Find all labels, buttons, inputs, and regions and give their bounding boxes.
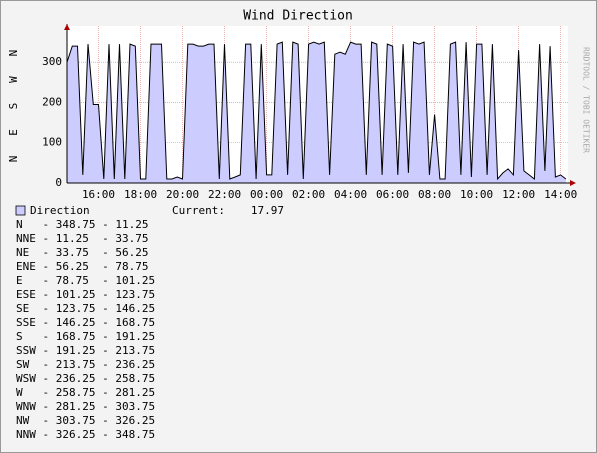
x-tick-label: 20:00 <box>166 188 199 201</box>
x-tick-label: 14:00 <box>544 188 577 201</box>
area <box>67 42 566 183</box>
line <box>66 41 567 181</box>
x-tick-label: 08:00 <box>418 188 451 201</box>
current-value: 17.97 <box>251 204 284 217</box>
compass-row: NNE - 11.25 - 33.75 <box>16 232 148 245</box>
compass-row: SW - 213.75 - 236.25 <box>16 358 155 371</box>
legend-label: Direction <box>30 204 90 217</box>
x-tick-label: 12:00 <box>502 188 535 201</box>
compass-row: SSE - 146.25 - 168.75 <box>16 316 155 329</box>
compass-row: NW - 303.75 - 326.25 <box>16 414 155 427</box>
y-tick-label: 100 <box>42 136 62 149</box>
y-tick-label: 300 <box>42 55 62 68</box>
compass-row: WNW - 281.25 - 303.75 <box>16 400 155 413</box>
x-arrow <box>570 180 576 186</box>
y-tick-label: 0 <box>55 176 62 189</box>
y-axis-label: N E S W N <box>7 50 20 163</box>
compass-row: N - 348.75 - 11.25 <box>16 218 148 231</box>
compass-row: W - 258.75 - 281.25 <box>16 386 155 399</box>
chart-title: Wind Direction <box>243 9 353 24</box>
y-tick-label: 200 <box>42 95 62 108</box>
compass-row: ESE - 101.25 - 123.75 <box>16 288 155 301</box>
compass-row: S - 168.75 - 191.25 <box>16 330 155 343</box>
current-label: Current: <box>172 204 225 217</box>
compass-row: NE - 33.75 - 56.25 <box>16 246 148 259</box>
compass-row: NNW - 326.25 - 348.75 <box>16 428 155 441</box>
x-tick-label: 06:00 <box>376 188 409 201</box>
x-tick-label: 02:00 <box>292 188 325 201</box>
x-tick-label: 18:00 <box>124 188 157 201</box>
compass-row: E - 78.75 - 101.25 <box>16 274 155 287</box>
compass-row: SE - 123.75 - 146.25 <box>16 302 155 315</box>
watermark: RRDTOOL / TOBI OETIKER <box>582 47 591 153</box>
compass-row: SSW - 191.25 - 213.75 <box>16 344 155 357</box>
y-arrow <box>64 24 70 30</box>
x-tick-label: 00:00 <box>250 188 283 201</box>
compass-row: WSW - 236.25 - 258.75 <box>16 372 155 385</box>
x-tick-label: 16:00 <box>82 188 115 201</box>
x-tick-label: 04:00 <box>334 188 367 201</box>
x-tick-label: 22:00 <box>208 188 241 201</box>
x-tick-label: 10:00 <box>460 188 493 201</box>
compass-row: ENE - 56.25 - 78.75 <box>16 260 148 273</box>
legend-swatch <box>15 205 26 216</box>
